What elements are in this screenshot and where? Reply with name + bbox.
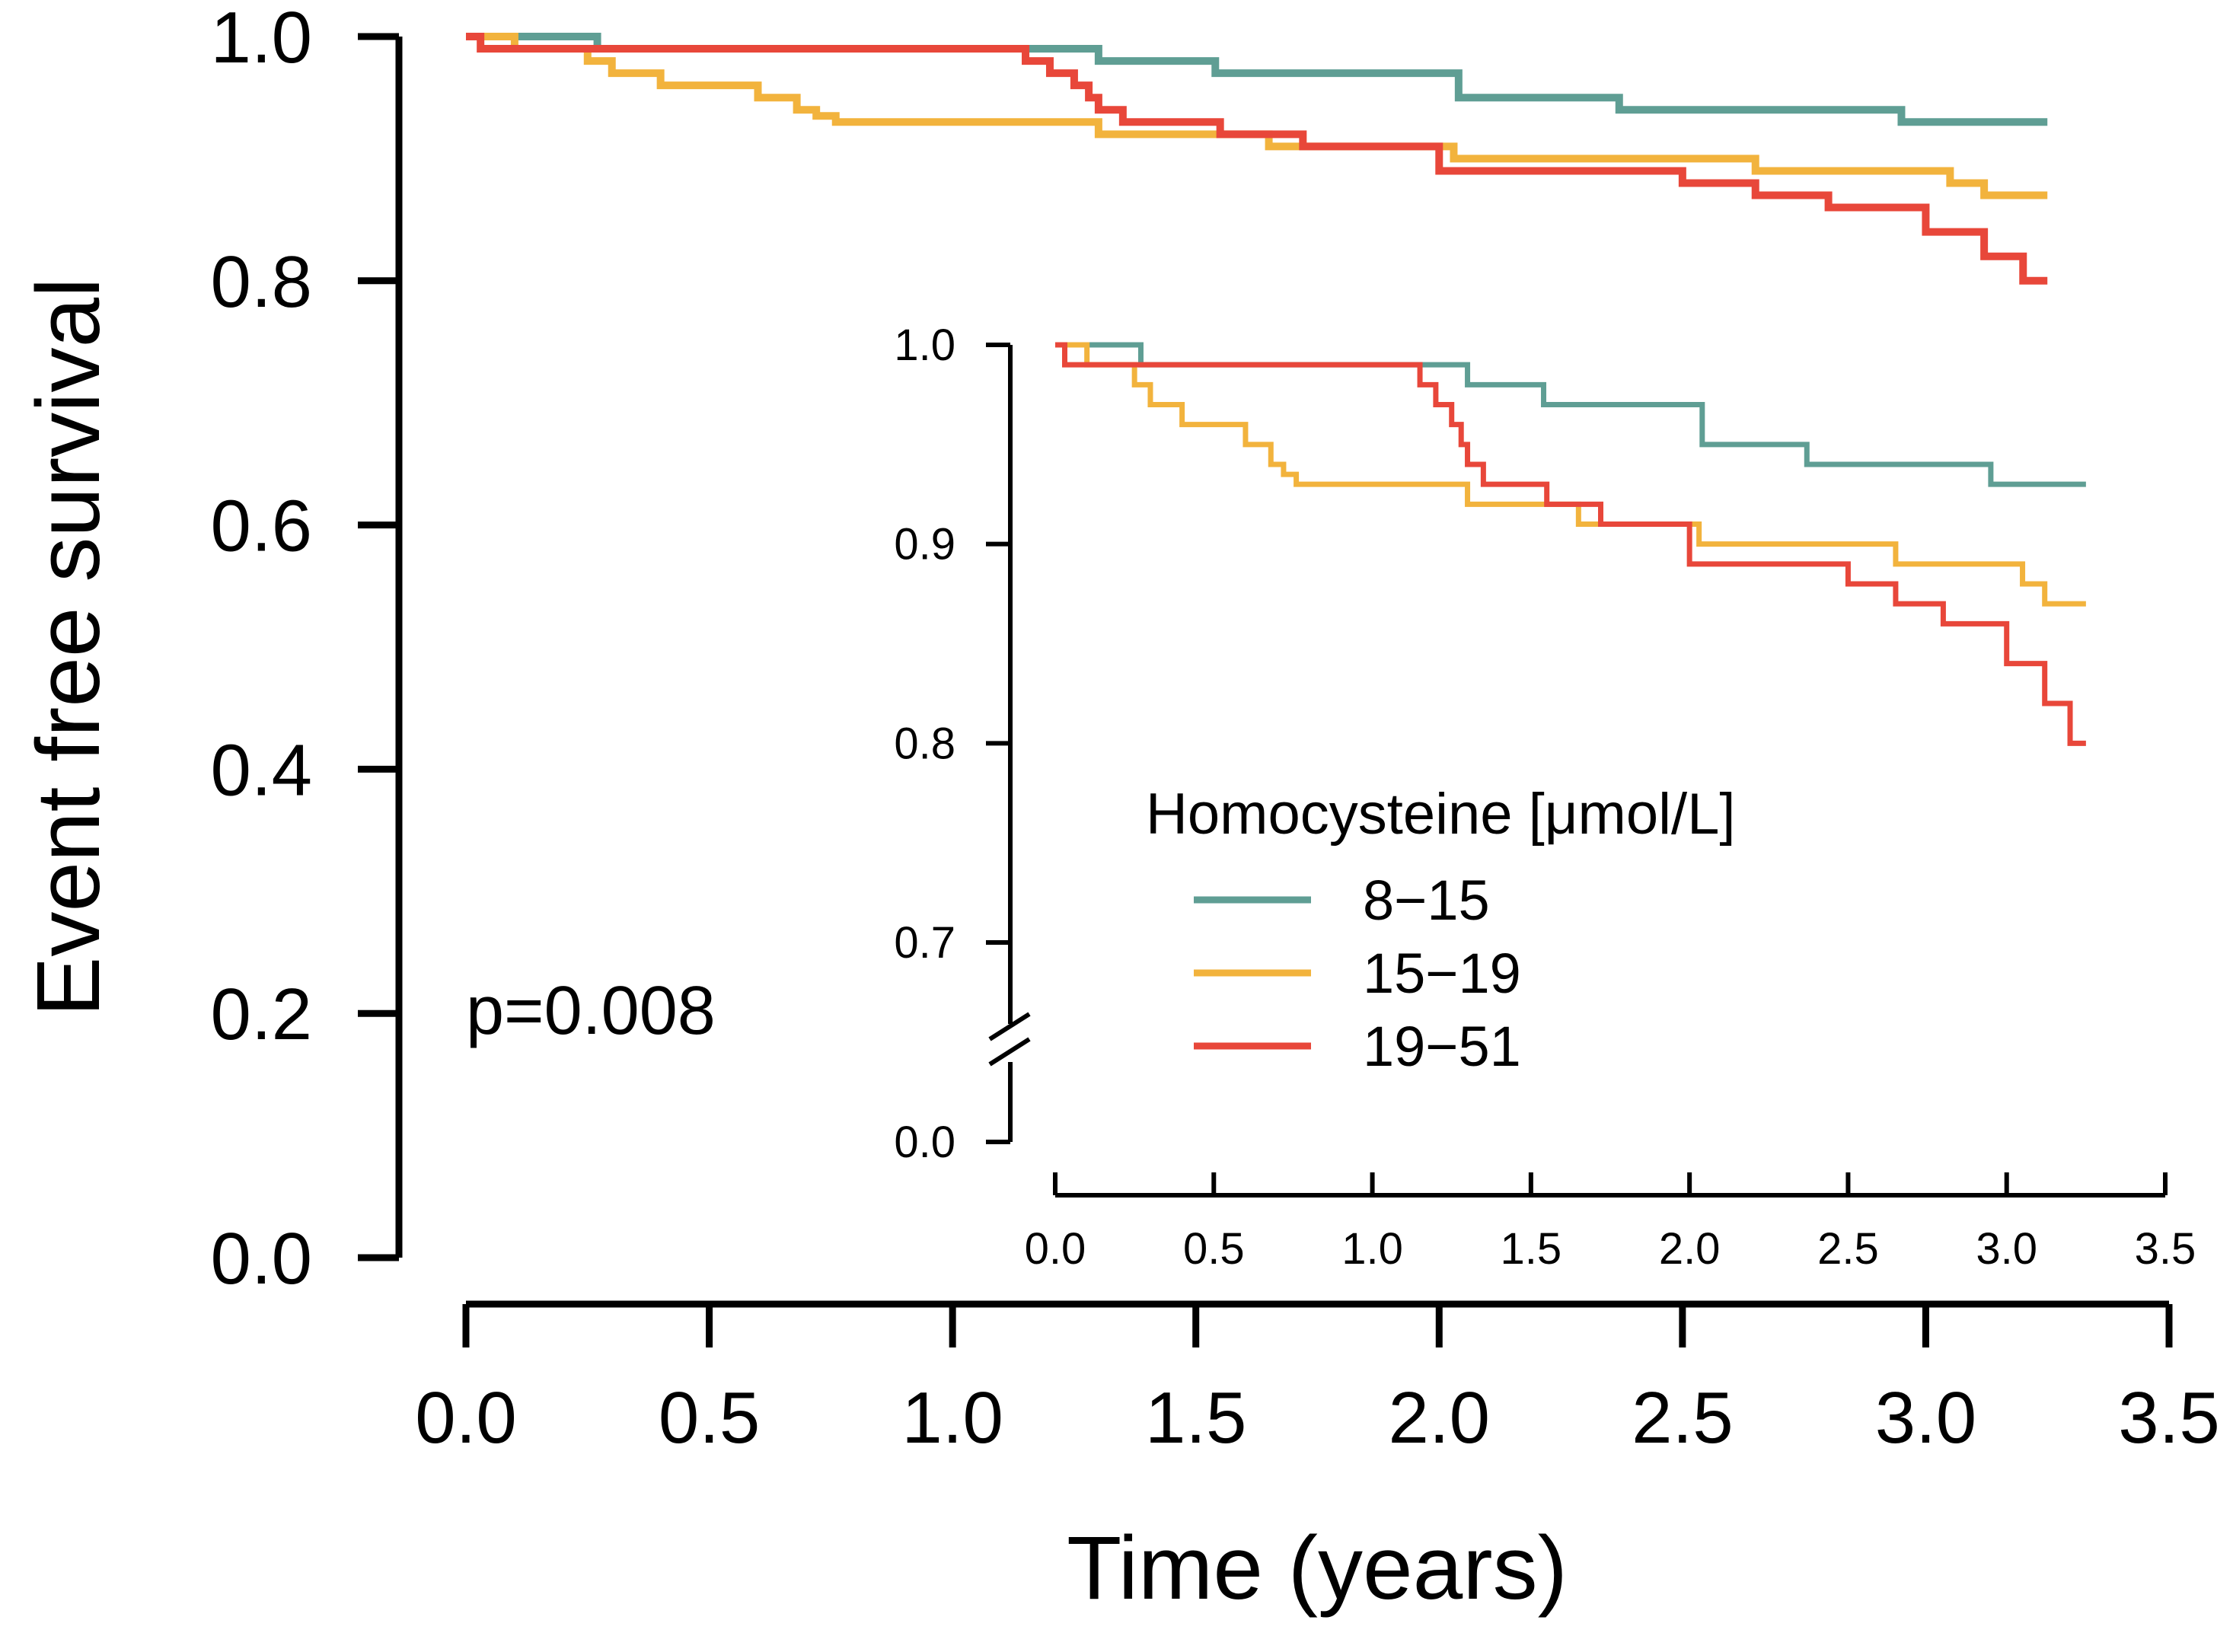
- inset-y-axis: [988, 345, 1031, 1142]
- inset-y-ticks: 0.0 0.7 0.8 0.9 1.0: [894, 321, 1010, 1167]
- main-y-tick-label: 0.8: [211, 241, 312, 323]
- main-x-tick-label: 0.0: [415, 1377, 516, 1459]
- main-x-tick-label: 2.0: [1389, 1377, 1490, 1459]
- main-x-tick-label: 1.5: [1145, 1377, 1246, 1459]
- legend-entry-label: 8−15: [1363, 869, 1490, 932]
- inset-x-tick-label: 0.0: [1025, 1224, 1086, 1274]
- main-x-tick-label: 3.5: [2118, 1377, 2219, 1459]
- inset-x-tick-label: 1.0: [1341, 1224, 1403, 1274]
- inset-x-tick-label: 3.0: [1976, 1224, 2037, 1274]
- main-y-tick-label: 0.2: [211, 974, 312, 1055]
- inset-curves: [1055, 342, 2086, 746]
- inset-x-ticks: 0.0 0.5 1.0 1.5 2.0 2.5 3.0 3.5: [1025, 1172, 2196, 1274]
- inset-y-tick-label: 1.0: [894, 321, 955, 370]
- inset-x-tick-label: 2.5: [1817, 1224, 1879, 1274]
- main-y-tick-label: 0.0: [211, 1218, 312, 1300]
- inset-x-tick-label: 0.5: [1183, 1224, 1245, 1274]
- inset-axis-break-mark: [988, 1012, 1031, 1041]
- main-y-tick-label: 0.4: [211, 729, 312, 811]
- main-y-tick-label: 1.0: [211, 0, 312, 78]
- main-x-tick-label: 0.5: [659, 1377, 760, 1459]
- inset-x-tick-label: 2.0: [1659, 1224, 1721, 1274]
- main-x-tick-label: 1.0: [901, 1377, 1003, 1459]
- legend-entries: 8−15 15−19 19−51: [1194, 869, 1521, 1078]
- main-curves: [466, 33, 2048, 285]
- inset-axis-break-mark: [988, 1037, 1031, 1067]
- legend-entry-label: 15−19: [1363, 942, 1521, 1005]
- inset-x-tick-label: 3.5: [2135, 1224, 2196, 1274]
- x-axis-title: Time (years): [1067, 1518, 1568, 1619]
- inset-y-tick-label: 0.9: [894, 520, 955, 569]
- main-curve-series-2: [466, 33, 2048, 285]
- inset-curve-series-1: [1055, 342, 2086, 607]
- inset-x-tick-label: 1.5: [1501, 1224, 1562, 1274]
- legend-entry-label: 19−51: [1363, 1015, 1521, 1078]
- legend: Homocysteine [μmol/L] 8−15 15−19 19−51: [1146, 782, 1736, 1078]
- p-value-annotation: p=0.008: [466, 973, 716, 1049]
- main-y-tick-label: 0.6: [211, 486, 312, 567]
- main-x-ticks: 0.0 0.5 1.0 1.5 2.0 2.5 3.0 3.5: [415, 1304, 2220, 1459]
- legend-title: Homocysteine [μmol/L]: [1146, 782, 1736, 847]
- y-axis-title: Event free survival: [18, 278, 119, 1017]
- main-x-tick-label: 3.0: [1875, 1377, 1976, 1459]
- main-curve-series-1: [466, 33, 2048, 199]
- main-y-ticks: 0.0 0.2 0.4 0.6 0.8 1.0: [211, 0, 399, 1300]
- inset-curve-series-2: [1055, 342, 2086, 746]
- inset-y-tick-label: 0.0: [894, 1118, 955, 1167]
- inset-y-tick-label: 0.7: [894, 918, 955, 968]
- main-x-tick-label: 2.5: [1632, 1377, 1733, 1459]
- inset-y-tick-label: 0.8: [894, 719, 955, 768]
